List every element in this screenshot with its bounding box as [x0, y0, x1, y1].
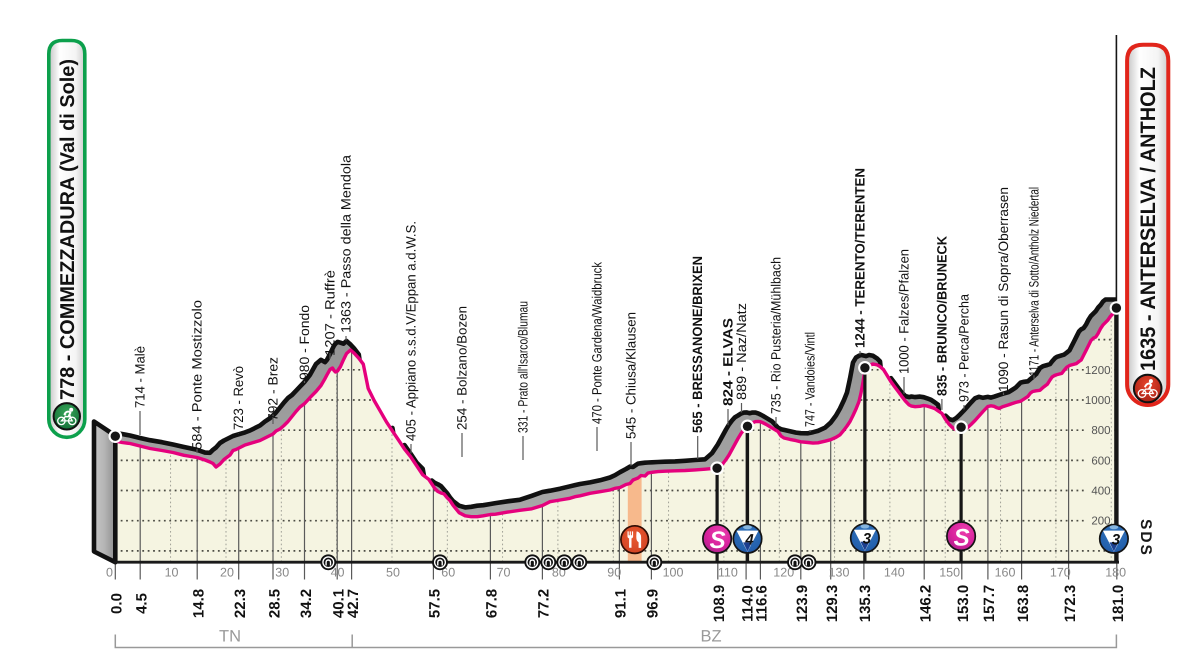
- svg-text:77.2: 77.2: [536, 589, 553, 618]
- svg-text:123.9: 123.9: [794, 585, 811, 623]
- svg-text:980 - Fondo: 980 - Fondo: [297, 305, 312, 380]
- svg-text:146.2: 146.2: [917, 585, 934, 623]
- svg-text:28.5: 28.5: [266, 589, 283, 618]
- svg-text:835 - BRUNICO/BRUNECK: 835 - BRUNICO/BRUNECK: [934, 236, 949, 396]
- svg-text:S: S: [954, 524, 970, 551]
- svg-text:1244 - TERENTO/TERENTEN: 1244 - TERENTO/TERENTEN: [852, 168, 867, 348]
- svg-text:584 - Ponte Mostizzolo: 584 - Ponte Mostizzolo: [189, 300, 204, 450]
- svg-text:TN: TN: [219, 628, 241, 646]
- svg-text:40.1: 40.1: [330, 589, 347, 618]
- svg-text:BZ: BZ: [700, 628, 721, 646]
- svg-text:114.0: 114.0: [739, 585, 756, 622]
- svg-text:405 - Appiano s.s.d.V/Eppan a.: 405 - Appiano s.s.d.V/Eppan a.d.W.S.: [403, 221, 418, 441]
- svg-text:140: 140: [884, 566, 905, 580]
- svg-text:747 - Vandoies/Vintl: 747 - Vandoies/Vintl: [802, 332, 817, 427]
- svg-text:254 - Bolzano/Bozen: 254 - Bolzano/Bozen: [454, 306, 469, 430]
- svg-text:723 - Revò: 723 - Revò: [231, 366, 246, 430]
- svg-text:67.8: 67.8: [484, 589, 501, 618]
- svg-text:1171 - Anterselva di Sotto/Ant: 1171 - Anterselva di Sotto/Antholz Niede…: [1026, 187, 1041, 376]
- svg-text:96.9: 96.9: [645, 589, 662, 618]
- svg-text:S: S: [710, 527, 726, 554]
- svg-text:60: 60: [441, 566, 455, 580]
- svg-text:714 - Malè: 714 - Malè: [132, 346, 147, 408]
- svg-text:10: 10: [165, 566, 179, 580]
- svg-text:150: 150: [939, 566, 960, 580]
- svg-text:22.3: 22.3: [232, 589, 249, 618]
- svg-text:1363 - Passo della Mendola: 1363 - Passo della Mendola: [338, 154, 353, 333]
- svg-text:100: 100: [663, 566, 684, 580]
- svg-text:800: 800: [1091, 425, 1110, 437]
- svg-text:153.0: 153.0: [955, 585, 972, 623]
- svg-text:778 - COMMEZZADURA (Val di Sol: 778 - COMMEZZADURA (Val di Sole): [57, 59, 79, 400]
- svg-text:SDS: SDS: [1137, 519, 1154, 557]
- svg-text:120: 120: [773, 566, 794, 580]
- svg-text:4.5: 4.5: [133, 593, 150, 614]
- svg-text:735 - Rio Pusteria/Mühlbach: 735 - Rio Pusteria/Mühlbach: [768, 257, 783, 414]
- svg-text:331 - Prato all'Isarco/Blumau: 331 - Prato all'Isarco/Blumau: [515, 301, 530, 433]
- svg-text:50: 50: [386, 566, 400, 580]
- svg-text:600: 600: [1091, 455, 1110, 467]
- svg-text:108.9: 108.9: [711, 585, 728, 623]
- svg-text:545 - Chiusa/Klausen: 545 - Chiusa/Klausen: [623, 312, 638, 439]
- svg-text:400: 400: [1091, 486, 1110, 498]
- svg-text:565 - BRESSANONE/BRIXEN: 565 - BRESSANONE/BRIXEN: [690, 256, 705, 433]
- svg-text:180: 180: [1105, 566, 1126, 580]
- svg-text:1200: 1200: [1085, 365, 1111, 377]
- svg-text:172.3: 172.3: [1062, 585, 1079, 623]
- svg-text:110: 110: [718, 566, 738, 580]
- svg-text:973 - Perca/Percha: 973 - Perca/Percha: [956, 294, 971, 402]
- svg-text:181.0: 181.0: [1110, 585, 1127, 623]
- svg-text:1090 - Rasun di Sopra/Oberrase: 1090 - Rasun di Sopra/Oberrasen: [996, 187, 1011, 392]
- svg-text:1000: 1000: [1085, 395, 1111, 407]
- svg-text:135.3: 135.3: [857, 585, 874, 623]
- svg-text:1000 - Falzes/Pfalzen: 1000 - Falzes/Pfalzen: [896, 249, 911, 374]
- svg-text:824 - ELVAS: 824 - ELVAS: [720, 318, 735, 406]
- svg-text:129.3: 129.3: [824, 585, 841, 623]
- svg-text:42.7: 42.7: [345, 589, 362, 618]
- svg-text:130: 130: [829, 566, 850, 580]
- svg-text:1207 - Ruffrè: 1207 - Ruffrè: [322, 270, 337, 356]
- svg-text:157.7: 157.7: [981, 585, 998, 623]
- svg-text:34.2: 34.2: [298, 589, 315, 618]
- svg-text:57.5: 57.5: [427, 589, 444, 618]
- svg-text:90: 90: [607, 566, 621, 580]
- svg-text:200: 200: [1091, 516, 1110, 528]
- svg-text:0.0: 0.0: [109, 593, 126, 614]
- svg-text:0: 0: [106, 566, 113, 580]
- svg-text:470 - Ponte Gardena/Waidbruck: 470 - Ponte Gardena/Waidbruck: [589, 262, 604, 424]
- svg-text:30: 30: [275, 566, 289, 580]
- svg-text:792 - Brez: 792 - Brez: [265, 357, 280, 421]
- svg-text:20: 20: [220, 566, 234, 580]
- svg-text:4: 4: [744, 531, 754, 548]
- svg-text:70: 70: [497, 566, 511, 580]
- svg-text:3: 3: [1112, 531, 1121, 548]
- svg-text:1635 - ANTERSELVA / ANTHOLZ: 1635 - ANTERSELVA / ANTHOLZ: [1137, 67, 1160, 371]
- svg-text:40: 40: [331, 566, 345, 580]
- svg-text:91.1: 91.1: [613, 589, 630, 618]
- svg-text:3: 3: [863, 531, 872, 548]
- svg-text:14.8: 14.8: [190, 589, 207, 618]
- svg-text:170: 170: [1050, 566, 1071, 580]
- svg-text:116.6: 116.6: [754, 585, 771, 622]
- svg-text:163.8: 163.8: [1015, 585, 1032, 623]
- svg-text:160: 160: [995, 566, 1016, 580]
- svg-text:889 - Naz/Natz: 889 - Naz/Natz: [734, 303, 749, 400]
